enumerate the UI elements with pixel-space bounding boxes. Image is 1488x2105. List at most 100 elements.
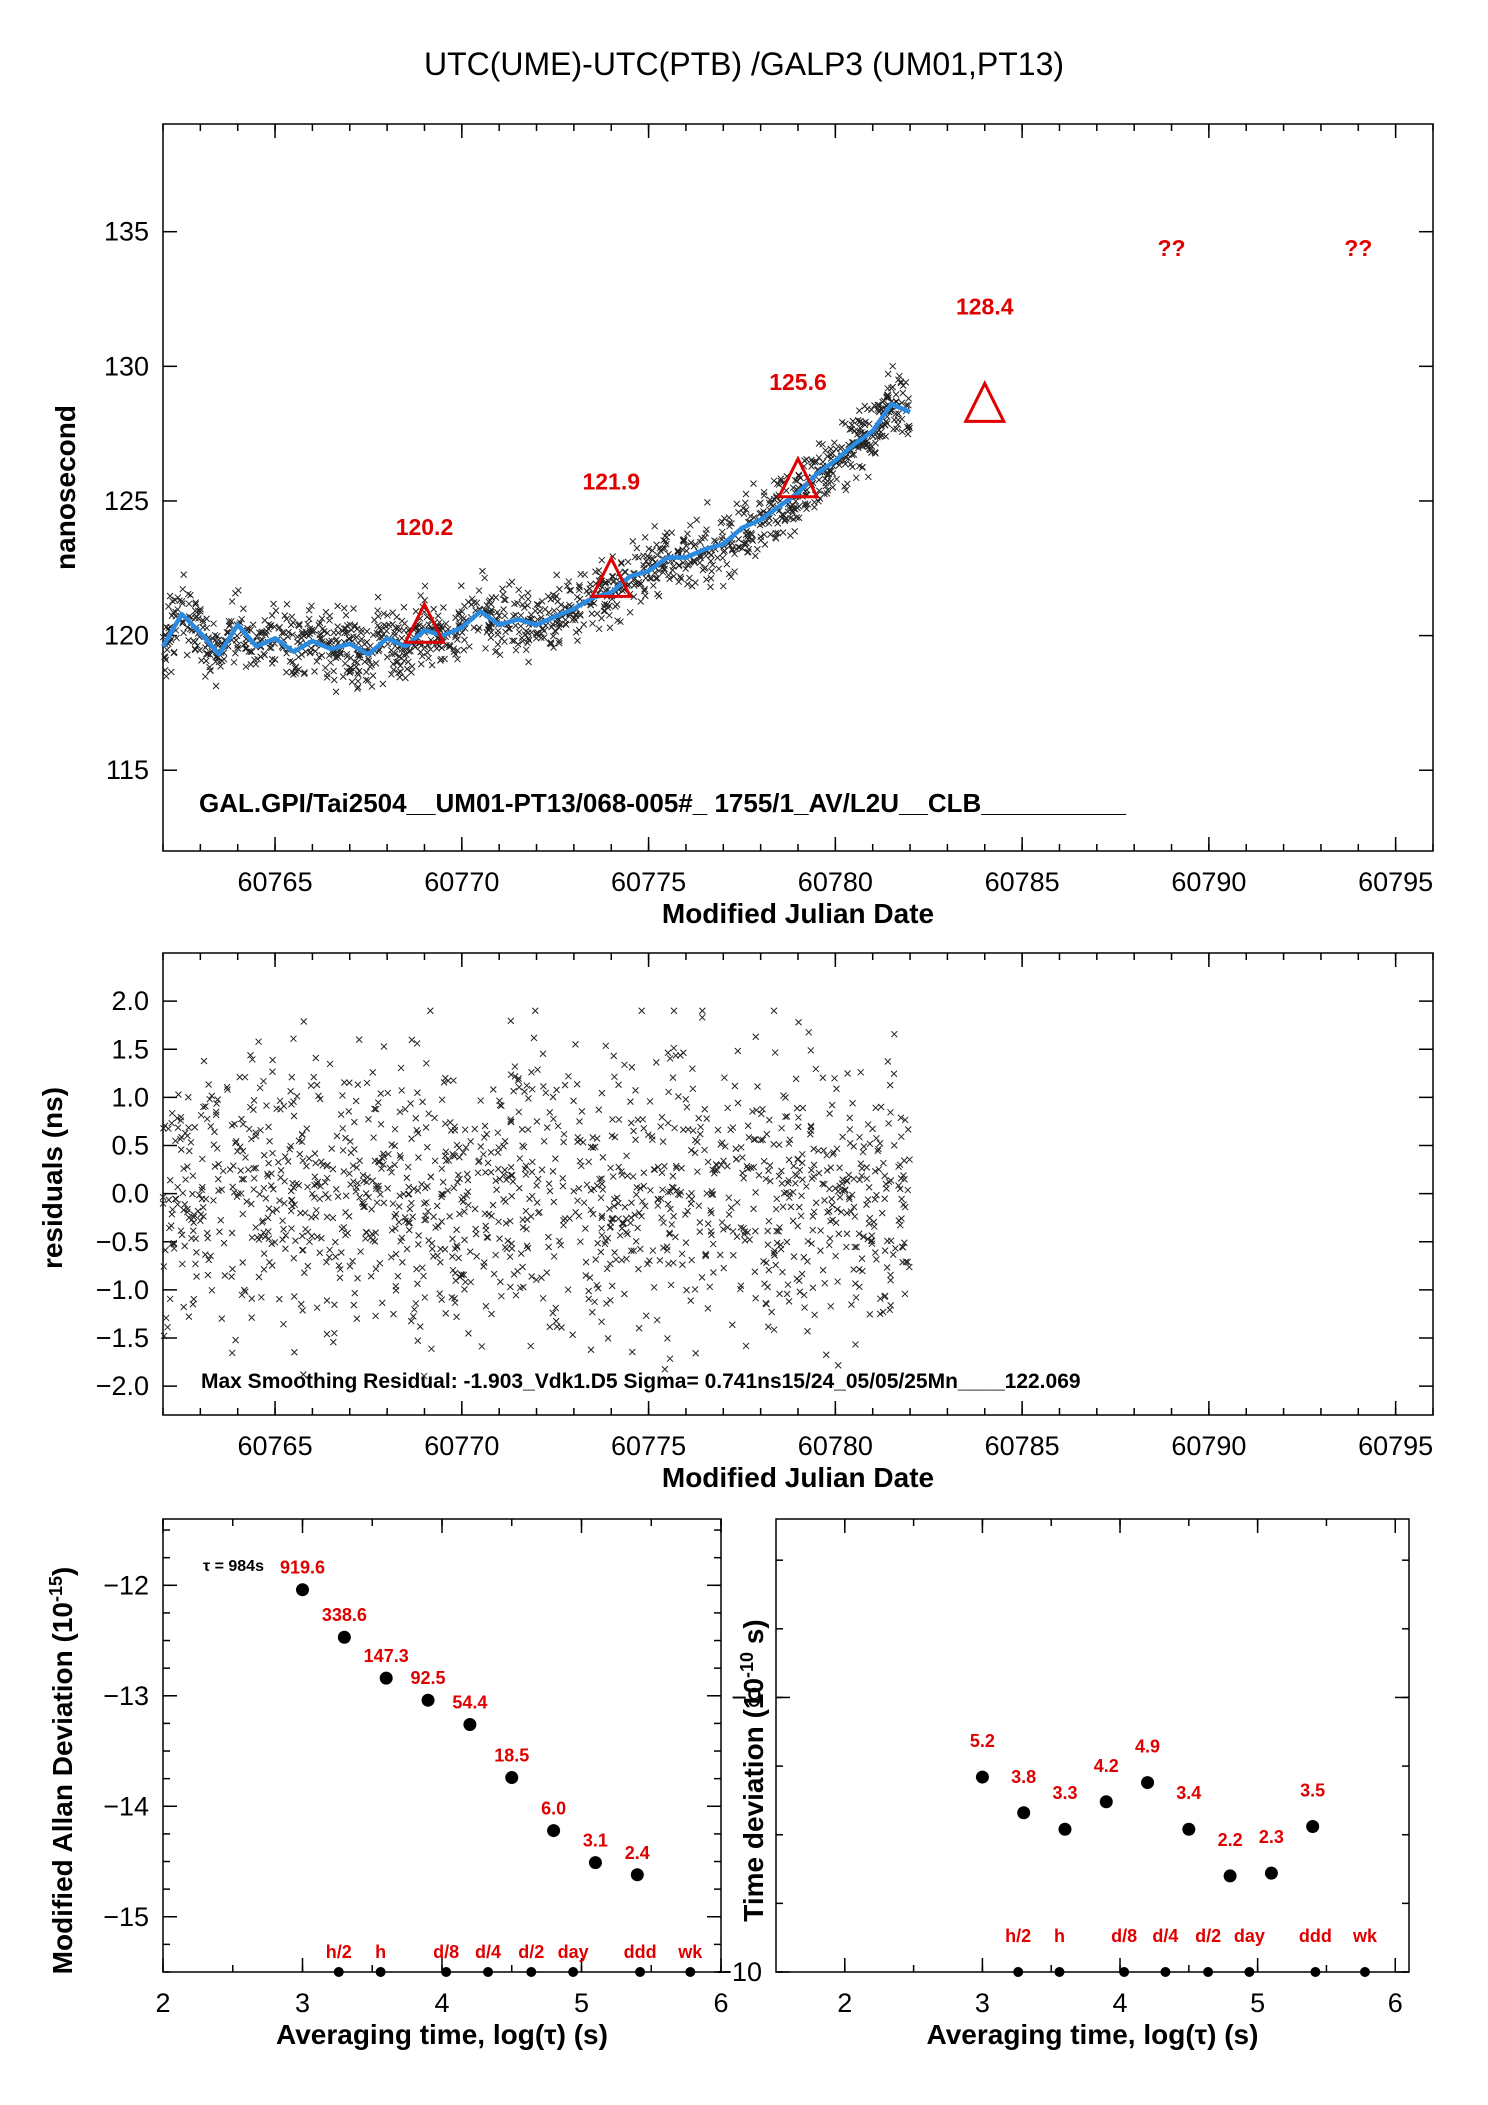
deviation-point bbox=[588, 1856, 602, 1870]
residual-point bbox=[598, 1231, 606, 1239]
residual-point bbox=[820, 1147, 828, 1154]
residual-point bbox=[307, 1082, 315, 1089]
residual-point bbox=[890, 1070, 898, 1078]
data-point bbox=[518, 593, 526, 601]
data-point bbox=[374, 622, 382, 629]
residual-point bbox=[376, 1259, 384, 1267]
data-point bbox=[823, 490, 831, 497]
residual-point bbox=[350, 1301, 358, 1309]
residual-point bbox=[727, 1126, 735, 1134]
data-point bbox=[330, 667, 337, 675]
residual-point bbox=[897, 1114, 905, 1122]
residual-point bbox=[608, 1282, 616, 1290]
residual-point bbox=[554, 1122, 562, 1130]
residual-point bbox=[901, 1175, 908, 1183]
data-point bbox=[398, 634, 406, 642]
residual-point bbox=[480, 1150, 487, 1158]
residual-point bbox=[628, 1199, 635, 1207]
residual-point bbox=[178, 1260, 186, 1268]
data-point bbox=[483, 602, 491, 609]
data-point bbox=[196, 646, 204, 654]
residual-point bbox=[904, 1126, 912, 1133]
residual-point bbox=[855, 1265, 863, 1273]
data-point bbox=[258, 628, 266, 636]
time-deviation-point bbox=[1223, 1869, 1237, 1883]
residual-point bbox=[751, 1268, 759, 1276]
residual-point bbox=[311, 1150, 319, 1157]
data-point bbox=[823, 472, 831, 479]
residual-point bbox=[850, 1266, 858, 1273]
residual-point bbox=[664, 1119, 672, 1127]
data-point bbox=[674, 547, 681, 555]
data-point bbox=[361, 658, 369, 666]
residual-point bbox=[609, 1215, 617, 1223]
data-point bbox=[391, 628, 398, 636]
residual-point bbox=[842, 1243, 850, 1251]
data-point bbox=[270, 600, 277, 608]
residual-point bbox=[511, 1063, 519, 1070]
residual-point bbox=[452, 1277, 460, 1284]
data-point bbox=[350, 633, 357, 640]
residual-point bbox=[181, 1129, 189, 1137]
residual-point bbox=[408, 1199, 415, 1207]
residual-point bbox=[821, 1196, 828, 1204]
x-tick-label: 60795 bbox=[1358, 1431, 1433, 1461]
data-point bbox=[862, 442, 869, 449]
residual-point bbox=[246, 1103, 254, 1111]
residual-point bbox=[605, 1205, 613, 1213]
residual-point bbox=[575, 1185, 583, 1192]
residual-point bbox=[413, 1040, 421, 1047]
data-point bbox=[500, 596, 508, 604]
residual-point bbox=[377, 1120, 385, 1128]
data-point bbox=[524, 589, 532, 597]
data-point bbox=[777, 477, 785, 485]
residual-point bbox=[898, 1215, 905, 1222]
data-point bbox=[311, 668, 318, 675]
residual-point bbox=[561, 1081, 569, 1089]
residual-point bbox=[711, 1167, 719, 1174]
residual-point bbox=[876, 1139, 884, 1147]
residual-point bbox=[498, 1292, 505, 1300]
residual-point bbox=[463, 1170, 471, 1178]
residual-point bbox=[487, 1149, 495, 1156]
residual-point bbox=[808, 1175, 816, 1182]
residual-point bbox=[345, 1079, 353, 1087]
y-tick-label: −10 bbox=[716, 1957, 762, 1987]
data-point bbox=[500, 606, 507, 613]
residual-point bbox=[308, 1213, 315, 1221]
data-point bbox=[173, 634, 180, 642]
data-point bbox=[162, 656, 170, 664]
residual-point bbox=[453, 1242, 461, 1249]
residual-point bbox=[408, 1135, 415, 1143]
residual-point bbox=[275, 1295, 283, 1303]
time-deviation-point bbox=[1306, 1819, 1320, 1833]
residual-point bbox=[638, 1007, 646, 1015]
residual-point bbox=[347, 1149, 355, 1157]
residual-point bbox=[497, 1278, 504, 1286]
residual-point bbox=[434, 1252, 441, 1260]
residual-point bbox=[564, 1286, 572, 1294]
residual-point bbox=[887, 1271, 894, 1279]
residual-point bbox=[666, 1229, 673, 1237]
residual-point bbox=[661, 1365, 669, 1373]
residual-point bbox=[750, 1163, 758, 1171]
residual-point bbox=[500, 1142, 507, 1150]
residual-point bbox=[585, 1287, 593, 1295]
residual-point bbox=[161, 1246, 169, 1254]
residual-point bbox=[730, 1251, 737, 1259]
residual-point bbox=[279, 1217, 286, 1225]
residual-point bbox=[282, 1245, 289, 1253]
interval-marker bbox=[568, 1967, 579, 1977]
residual-point bbox=[587, 1143, 595, 1151]
residual-point bbox=[669, 1172, 677, 1180]
residual-point bbox=[618, 1256, 626, 1264]
unknown-value-label: ?? bbox=[1157, 235, 1185, 261]
residual-point bbox=[312, 1054, 320, 1062]
data-point bbox=[210, 620, 217, 628]
x-tick-label: 60780 bbox=[798, 1431, 873, 1461]
residual-point bbox=[311, 1181, 318, 1189]
residual-point bbox=[262, 1195, 270, 1202]
residual-summary-note: Max Smoothing Residual: -1.903_Vdk1.D5 S… bbox=[201, 1370, 1081, 1393]
residual-point bbox=[646, 1098, 654, 1105]
residual-point bbox=[441, 1120, 449, 1128]
